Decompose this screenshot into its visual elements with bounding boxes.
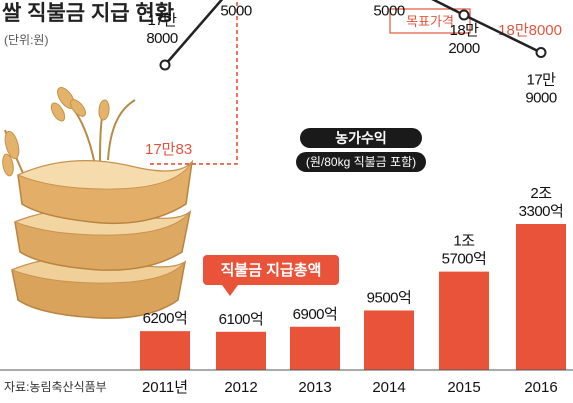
bar [140,331,190,370]
payment-total-callout: 직불금 지급총액 [203,255,339,296]
farm-income-point [458,9,470,21]
farm-income-value-label: 17만 [148,12,178,29]
farm-income-legend-note: (원/80kg 직불금 포함) [306,155,416,169]
farm-income-point [159,59,171,71]
x-axis-year-label: 2016 [524,379,557,396]
farm-income-legend-label: 농가수익 [335,130,387,146]
x-axis-year-label: 2013 [298,379,331,396]
bar [290,326,340,370]
callout-pointer [222,285,238,296]
bar-value-label: 9500억 [367,289,412,306]
source-label: 자료:농림축산식품부 [4,380,107,394]
farm-income-pill-top [300,128,422,148]
bar [364,310,414,370]
farm-income-pill-bottom [296,152,426,172]
farm-income-value-label: 18만 [375,0,405,2]
target-price-tag: 목표가격 [389,8,471,34]
farm-income-legend: 농가수익 (원/80kg 직불금 포함) [296,128,426,172]
farm-income-value-label: 9000 [525,90,557,107]
farm-income-labels: 17만800018만500018만700018만500018만200017만90… [146,0,557,107]
farm-income-points [159,9,547,71]
farm-income-value-label: 18만 [450,22,480,39]
x-axis-year-label: 2015 [447,379,480,396]
rice-sacks-illustration [2,87,194,319]
bar [439,271,489,370]
bar-value-label: 6200억 [143,310,188,327]
bar-value-label: 3300억 [519,203,564,220]
x-axis-year-label: 2012 [224,379,257,396]
farm-income-value-label: 18만 [222,0,252,2]
farm-income-value-label: 8000 [146,30,178,47]
wheat-heads-icon [2,87,110,177]
farm-income-line [164,0,542,66]
bar-value-label: 2조 [530,185,552,202]
target-tag-box [389,8,471,34]
x-axis-year-label: 2011년 [142,379,188,396]
farm-income-value-label: 5000 [373,3,405,20]
bar-value-label: 1조 [453,233,475,250]
target-label-end: 18만8000 [498,22,562,39]
farm-income-value-label: 17만 [527,72,557,89]
target-tag-label: 목표가격 [406,14,454,29]
sack-top-top [16,160,193,190]
bar [216,331,266,370]
chart-title: 쌀 직불금 지급 현황 [2,2,174,25]
farm-income-point [535,47,547,58]
bar-value-label: 5700억 [442,251,487,268]
callout-label: 직불금 지급총액 [221,261,322,279]
bar-value-label: 6100억 [219,311,264,328]
target-label-start: 17만83 [145,141,192,158]
farm-income-value-label: 2000 [448,40,480,57]
callout-box [203,255,339,285]
x-axis-year-labels: 2011년 2012 2013 2014 2015 2016 [142,379,558,396]
farm-income-value-label: 5000 [220,3,252,20]
unit-label: (단위:원) [4,33,48,47]
bar-value-label: 6900억 [293,306,338,323]
x-axis-year-label: 2014 [372,379,405,396]
bar [516,224,566,370]
bar-series [140,224,566,370]
target-price-line [150,0,238,165]
